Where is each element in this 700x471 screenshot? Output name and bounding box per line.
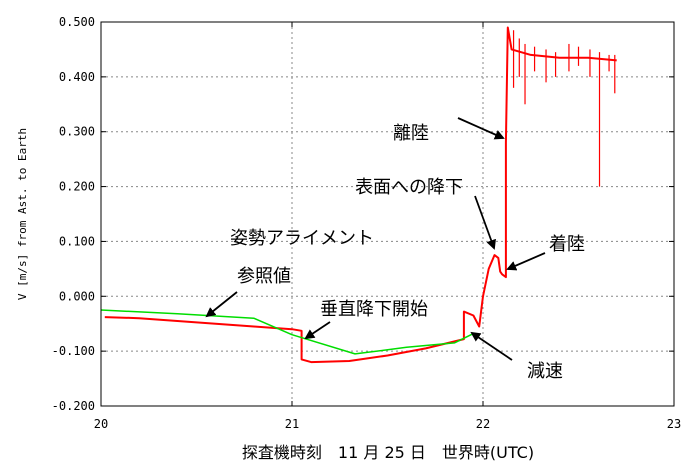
y-axis-label: V [m/s] from Ast. to Earth xyxy=(16,128,29,300)
annotation-label: 減速 xyxy=(527,361,563,382)
y-tick-label: -0.100 xyxy=(52,344,95,358)
annotation-label: 表面への降下 xyxy=(355,177,463,198)
x-tick-label: 20 xyxy=(94,417,108,431)
series-group xyxy=(100,26,617,364)
annotation-label: 姿勢アライメント xyxy=(230,228,374,249)
y-tick-label: 0.300 xyxy=(59,125,95,139)
x-tick-label: 23 xyxy=(667,417,681,431)
y-tick-label: 0.000 xyxy=(59,289,95,303)
annotation-label: 離陸 xyxy=(393,123,429,144)
annotation-arrow xyxy=(506,252,546,271)
annotation-arrow xyxy=(457,117,505,140)
x-ticks: 20 21 22 23 xyxy=(94,22,681,431)
y-tick-label: 0.500 xyxy=(59,15,95,29)
annotation-arrow xyxy=(470,331,513,361)
annotation-arrow xyxy=(474,195,496,250)
y-tick-label: 0.100 xyxy=(59,234,95,248)
series-line-0 xyxy=(104,26,617,364)
annotation-label: 着陸 xyxy=(549,234,585,255)
series-line-1 xyxy=(100,309,474,355)
y-tick-label: 0.200 xyxy=(59,180,95,194)
annotation-arrow xyxy=(304,321,331,340)
grid-lines xyxy=(101,22,674,406)
y-tick-label: -0.200 xyxy=(52,399,95,413)
x-tick-label: 22 xyxy=(476,417,490,431)
y-ticks: 0.500 0.400 0.300 0.200 0.100 0.000 -0.100 -0.2… xyxy=(52,15,674,413)
x-axis-label: 探査機時刻 11 月 25 日 世界時(UTC) xyxy=(242,443,534,462)
annotation-arrow xyxy=(205,291,238,318)
plot-area-frame xyxy=(100,21,675,407)
annotation-label: 参照値 xyxy=(237,266,291,287)
y-tick-label: 0.400 xyxy=(59,70,95,84)
x-tick-label: 21 xyxy=(285,417,299,431)
annotation-label: 垂直降下開始 xyxy=(320,299,428,320)
